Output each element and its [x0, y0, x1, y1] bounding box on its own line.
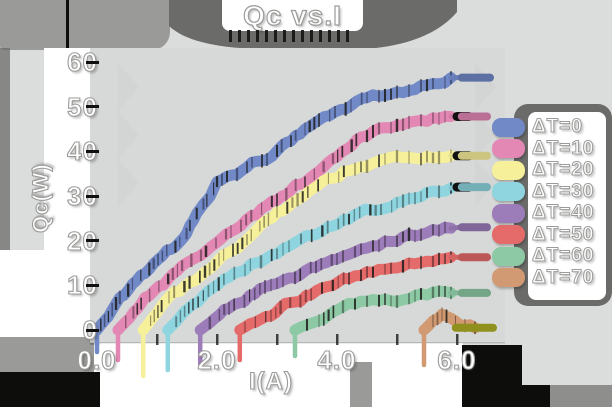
chart-title: Qc vs.I	[242, 0, 342, 32]
shadow-top-left	[0, 0, 170, 50]
legend-item: ΔT=40	[492, 202, 595, 223]
legend-swatch	[492, 268, 525, 287]
plot-facet-shade	[118, 63, 139, 111]
legend-item-label: ΔT=0	[532, 116, 583, 137]
legend-item: ΔT=60	[492, 245, 595, 266]
y-tick-mark	[86, 105, 99, 109]
legend-swatch	[492, 246, 525, 266]
legend-item-label: ΔT=20	[532, 159, 595, 180]
x-axis-edge	[90, 342, 505, 344]
series-band-6	[289, 285, 457, 336]
legend-item: ΔT=50	[492, 223, 595, 245]
x-tick-label: 6.0	[437, 344, 477, 375]
legend-item: ΔT=10	[492, 137, 595, 159]
x-tick-mark	[336, 334, 339, 345]
legend-item-label: ΔT=60	[532, 245, 595, 266]
x-tick-mark	[216, 334, 219, 345]
legend-swatch	[492, 117, 525, 137]
legend-item: ΔT=70	[492, 266, 595, 288]
series-band-1	[112, 110, 457, 336]
shadow-bottom-right-black	[462, 345, 522, 407]
series-2	[137, 149, 491, 379]
y-axis-panel-lower	[0, 250, 92, 345]
x-tick-label: 4.0	[317, 344, 357, 375]
series-7	[418, 307, 497, 368]
y-tick-mark	[86, 60, 99, 64]
legend-item-label: ΔT=70	[532, 266, 595, 288]
legend-swatch	[492, 203, 525, 223]
legend-item: ΔT=20	[492, 159, 595, 180]
y-axis-title: Qc(W)	[27, 163, 53, 234]
series-band-4	[194, 221, 457, 336]
y-tick-mark	[86, 283, 99, 287]
y-tick-mark	[86, 239, 99, 243]
legend-item: ΔT=30	[492, 180, 595, 202]
x-axis-panel	[92, 343, 463, 407]
plot-facet-shade	[118, 159, 139, 207]
x-tick-label: 0.0	[77, 344, 117, 375]
legend-item: ΔT=0	[492, 116, 583, 137]
x-tick-mark	[456, 334, 459, 345]
y-tick-mark	[86, 194, 99, 198]
x-tick-mark	[396, 334, 399, 345]
legend-swatch	[492, 160, 525, 180]
legend-item-label: ΔT=30	[532, 180, 595, 202]
x-axis-title: I(A)	[248, 367, 293, 395]
legend-swatch	[492, 225, 525, 244]
plot-area	[90, 48, 505, 379]
shadow-bottom-right-black2	[518, 385, 552, 407]
x-tick-mark	[156, 334, 159, 345]
shadow-left-edge	[0, 48, 10, 340]
title-shadow-fringe	[229, 30, 353, 42]
legend-swatch	[492, 139, 525, 158]
legend-panel	[528, 112, 606, 300]
shadow-bottom-right-gray	[550, 385, 612, 407]
plot-facet-shade	[475, 111, 496, 159]
shadow-bottom-mid-strip	[350, 362, 372, 407]
series-3	[162, 182, 491, 373]
series-1	[112, 110, 491, 363]
series-0	[91, 71, 494, 355]
series-6	[289, 285, 491, 359]
plot-facet-shade	[118, 111, 139, 159]
series-band-3	[162, 182, 457, 336]
shadow-bottom-left-gray	[0, 337, 94, 374]
x-tick-label: 2.0	[197, 344, 237, 375]
shadow-topleft-line	[66, 0, 69, 54]
y-tick-mark	[86, 149, 99, 153]
series-band-0	[91, 72, 457, 336]
title-panel: Qc vs.I	[222, 0, 363, 32]
legend: ΔT=0 ΔT=10 ΔT=20 ΔT=30 ΔT=40 ΔT=50 ΔT=60…	[486, 104, 612, 306]
legend-item-label: ΔT=50	[532, 223, 595, 245]
shadow-bottom-left-black	[0, 372, 100, 407]
legend-swatch	[492, 182, 525, 201]
legend-item-label: ΔT=10	[532, 137, 595, 159]
x-tick-mark	[276, 334, 279, 345]
plot-facet-shade	[475, 159, 496, 207]
legend-item-label: ΔT=40	[532, 202, 595, 223]
y-tick-mark	[86, 328, 99, 332]
series-4	[194, 221, 491, 367]
series-5	[234, 251, 491, 363]
